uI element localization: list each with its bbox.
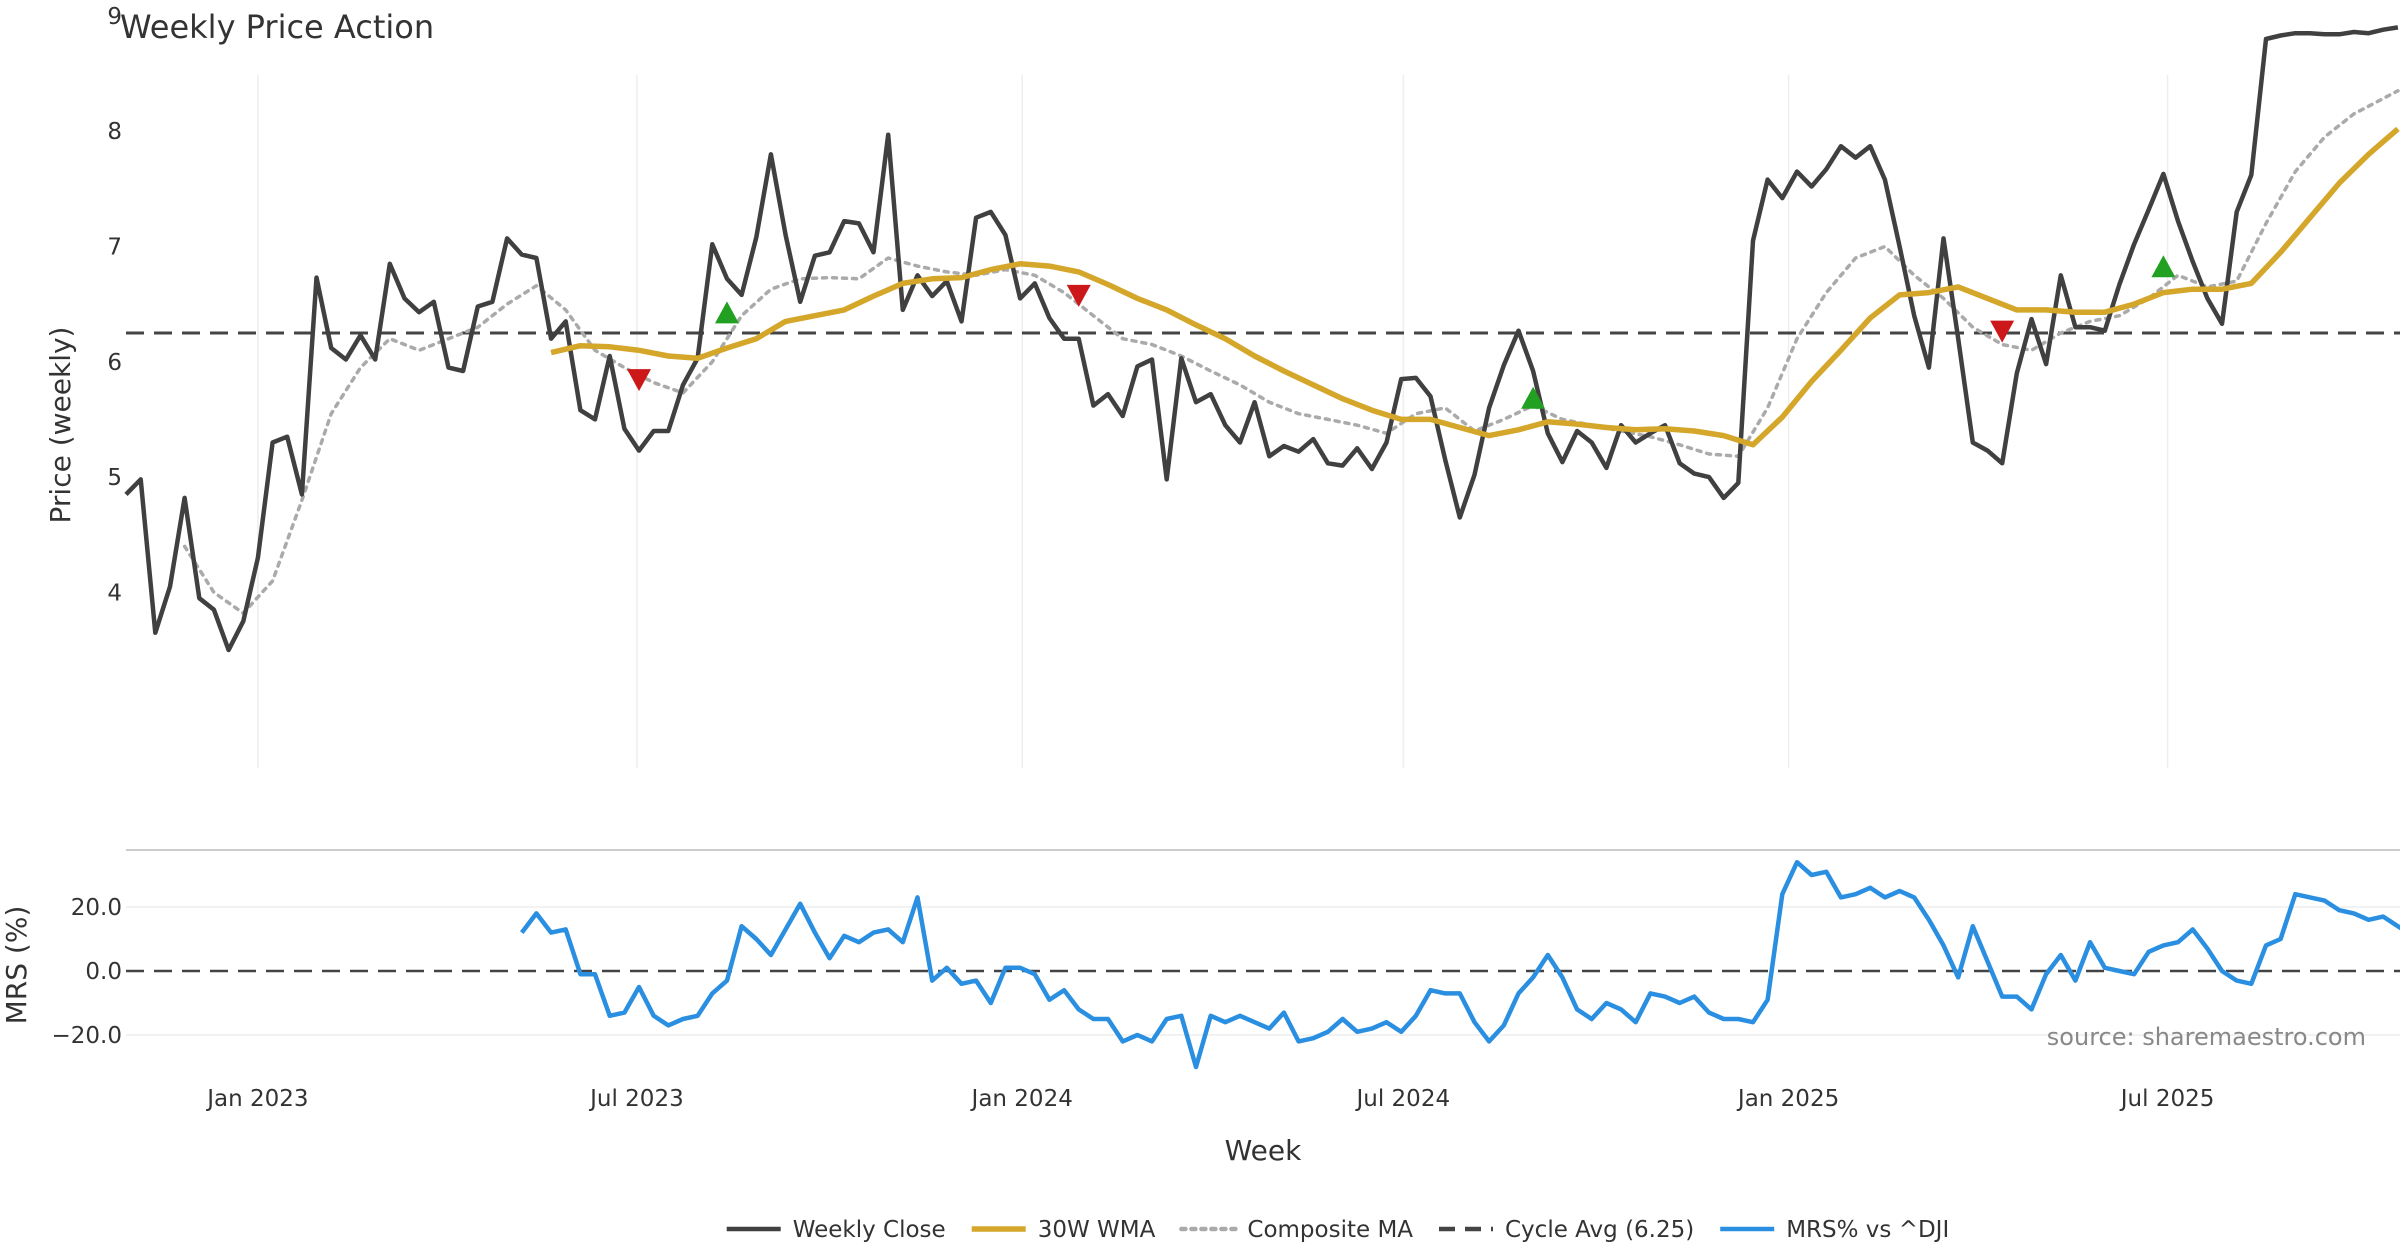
cycle-avg-layer [126,331,2400,973]
price-gridlines [257,75,2169,768]
buy-signal-marker [714,301,739,324]
price-y-tick-label: 6 [107,350,122,376]
legend-label: Weekly Close [793,1217,946,1243]
legend-label: Cycle Avg (6.25) [1505,1217,1694,1243]
x-tick-label: Jan 2024 [970,1086,1073,1112]
price-y-tick-label: 8 [107,119,122,145]
legend-label: MRS% vs ^DJI [1786,1217,1949,1243]
x-tick-label: Jan 2025 [1736,1086,1839,1112]
price-y-tick-label: 7 [107,235,122,261]
series-layer [124,25,2400,1070]
x-axis-title: Week [1225,1134,1302,1167]
x-tick-label: Jul 2024 [1354,1086,1450,1112]
legend-item: 30W WMA [971,1217,1156,1243]
buy-signal-marker [1521,386,1546,409]
mrs-gridlines [126,906,2400,1036]
price-y-tick-label: 4 [107,580,122,606]
legend: Weekly Close 30W WMA Composite MA Cycle Avg… [726,1217,1949,1243]
sell-signal-marker [1066,284,1091,307]
mrs-y-tick-label: 0.0 [85,959,122,985]
sell-signal-marker [627,369,652,392]
x-tick-label: Jan 2023 [205,1086,308,1112]
series-composite-line [182,89,2400,615]
buy-signal-marker [2151,255,2176,278]
sell-signal-marker [1990,320,2015,343]
price-y-tick-label: 9 [107,4,122,30]
mrs-y-axis-title: MRS (%) [0,906,33,1025]
legend-label: Composite MA [1247,1217,1413,1243]
series-mrs-line [520,859,2400,1070]
x-tick-label: Jul 2025 [2119,1086,2215,1112]
legend-item: Composite MA [1179,1217,1413,1243]
signal-markers [627,255,2176,409]
mrs-y-tick-label: −20.0 [52,1023,122,1049]
price-y-tick-label: 5 [107,465,122,491]
x-ticks: Jan 2023 Jul 2023 Jan 2024 Jul 2024 Jan 2025… [205,1086,2214,1112]
legend-label: 30W WMA [1038,1217,1156,1243]
series-close-line [124,25,2399,653]
source-note: source: sharemaestro.com [2047,1023,2366,1051]
mrs-y-ticks: 20.0 0.0 −20.0 [52,895,122,1049]
price-y-axis-title: Price (weekly) [44,327,77,524]
price-y-ticks: 4 5 6 7 8 9 [107,4,122,607]
chart-title: Weekly Price Action [120,8,434,46]
legend-item: Cycle Avg (6.25) [1439,1217,1694,1243]
mrs-y-tick-label: 20.0 [71,895,122,921]
legend-item: Weekly Close [726,1217,946,1243]
x-tick-label: Jul 2023 [588,1086,684,1112]
series-wma-line [550,126,2400,448]
legend-item: MRS% vs ^DJI [1720,1217,1949,1243]
